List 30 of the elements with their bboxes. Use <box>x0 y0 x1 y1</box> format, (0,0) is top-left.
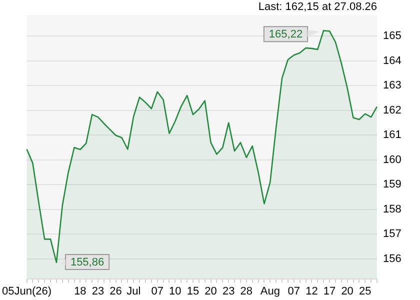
y-tick-label: 156 <box>383 253 402 266</box>
y-tick-label: 161 <box>383 129 402 142</box>
x-tick-label: 07 <box>288 285 300 298</box>
x-tick-label: 07 <box>151 285 164 298</box>
y-tick-label: 159 <box>383 178 402 191</box>
y-tick-label: 164 <box>383 54 402 67</box>
annotation: 165,22 <box>268 28 303 41</box>
x-tick-label: 15 <box>186 285 200 298</box>
x-tick-label: 25 <box>359 285 372 298</box>
x-tick-label: 05Jun(26) <box>2 285 52 298</box>
x-tick-label: 23 <box>92 285 104 298</box>
y-tick-label: 157 <box>383 228 402 240</box>
x-tick-label: 26 <box>110 285 122 298</box>
y-tick-label: 165 <box>383 30 402 42</box>
x-tick-label: 18 <box>74 285 86 298</box>
x-tick-label: Aug <box>260 285 280 298</box>
x-tick-label: Jul <box>126 285 141 298</box>
y-tick-label: 158 <box>383 203 402 216</box>
y-tick-label: 162 <box>383 104 402 116</box>
x-tick-label: 17 <box>323 285 336 298</box>
annotation: 155,86 <box>70 256 104 268</box>
y-tick-label: 160 <box>383 154 402 166</box>
x-tick-label: 10 <box>169 285 182 298</box>
x-tick-label: 20 <box>204 285 217 298</box>
y-tick-label: 163 <box>383 80 402 92</box>
x-tick-label: 23 <box>222 285 235 298</box>
x-tick-label: 28 <box>240 285 253 298</box>
x-tick-label: 20 <box>341 285 354 298</box>
text: Last: 162,15 at 27.08.26 <box>258 1 377 14</box>
x-tick-label: 12 <box>306 285 318 298</box>
